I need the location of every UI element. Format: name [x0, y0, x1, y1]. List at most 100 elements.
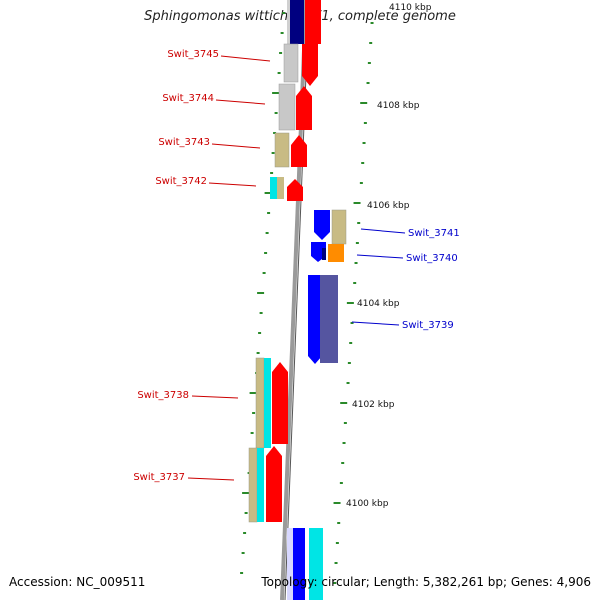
tick-mark — [359, 182, 363, 184]
leader-3743 — [211, 143, 261, 149]
cds-swit-3744 — [296, 86, 312, 130]
feature-lavender-bottom — [287, 528, 293, 600]
leader-3741 — [360, 228, 406, 234]
tick-mark — [280, 32, 284, 34]
tick-mark — [270, 172, 274, 174]
gene-label-3738: Swit_3738 — [137, 390, 189, 401]
scale-label-4104: 4104 kbp — [357, 299, 400, 309]
leader-3745 — [220, 55, 271, 62]
feature-orange-3740 — [328, 244, 344, 262]
tick-mark — [334, 562, 338, 564]
gene-label-3741: Swit_3741 — [408, 228, 460, 239]
tick-mark — [353, 202, 361, 204]
tick-mark — [353, 282, 357, 284]
cds-swit-3739 — [308, 275, 322, 364]
tick-mark — [347, 362, 351, 364]
leader-3740 — [356, 254, 404, 259]
feature-khaki-3737 — [248, 447, 258, 523]
tick-mark — [256, 352, 260, 354]
cds-swit-3742 — [287, 179, 303, 201]
gene-label-3745: Swit_3745 — [167, 49, 219, 60]
feature-slate-3739 — [320, 275, 338, 363]
tick-mark — [360, 102, 368, 104]
tick-mark — [362, 142, 366, 144]
tick-mark — [350, 322, 354, 324]
tick-mark — [339, 482, 343, 484]
cds-swit-3741 — [314, 210, 330, 240]
feature-khaki-3743 — [274, 132, 290, 168]
tick-mark — [349, 342, 353, 344]
tick-mark — [357, 222, 361, 224]
tick-mark — [271, 152, 275, 154]
tick-mark — [264, 192, 272, 194]
label-leaders — [187, 55, 406, 481]
tick-mark — [337, 522, 341, 524]
tick-mark — [265, 232, 269, 234]
tick-mark — [250, 432, 254, 434]
tick-mark — [370, 22, 374, 24]
tick-mark — [241, 552, 245, 554]
tick-mark — [274, 112, 278, 114]
leader-3738 — [191, 395, 239, 399]
tick-mark — [279, 52, 283, 54]
tick-mark — [259, 312, 263, 314]
tick-mark — [242, 492, 250, 494]
feature-cyan-3738 — [264, 358, 271, 448]
feature-navy-3740 — [322, 248, 326, 260]
tick-mark — [240, 572, 244, 574]
cds-swit-3743 — [291, 135, 307, 167]
tick-mark — [252, 412, 256, 414]
scale-label-4108: 4108 kbp — [377, 101, 420, 111]
tick-mark — [346, 302, 354, 304]
leader-3742 — [208, 182, 257, 187]
feature-khaki-3742 — [277, 177, 284, 199]
feature-cyan-bottom — [309, 528, 323, 600]
tick-mark — [249, 392, 257, 394]
tick-mark — [342, 442, 346, 444]
tick-mark — [244, 512, 248, 514]
tick-mark — [369, 42, 373, 44]
leader-3744 — [215, 99, 266, 105]
feature-red-top — [305, 0, 321, 44]
tick-mark — [273, 132, 277, 134]
tick-mark — [264, 252, 268, 254]
tick-mark — [363, 122, 367, 124]
tick-mark — [346, 382, 350, 384]
feature-cyan-3737 — [257, 448, 264, 522]
gene-labels: Swit_3745 Swit_3744 Swit_3743 Swit_3742 … — [133, 49, 459, 483]
tick-mark — [335, 542, 339, 544]
gene-label-3743: Swit_3743 — [158, 137, 210, 148]
scale-label-bg-4110 — [385, 0, 435, 12]
gene-label-3740: Swit_3740 — [406, 253, 458, 264]
gene-label-3742: Swit_3742 — [155, 176, 207, 187]
feature-gray-3745 — [283, 43, 299, 83]
tick-mark — [267, 212, 271, 214]
tick-mark — [282, 12, 286, 14]
scale-labels: 4110 kbp 4108 kbp 4106 kbp 4104 kbp 4102… — [346, 0, 435, 509]
feature-cyan-3742 — [270, 177, 277, 199]
cds-swit-3738 — [272, 362, 288, 444]
feature-lightgray-top — [287, 0, 290, 44]
tick-mark — [277, 72, 281, 74]
leader-3737 — [187, 477, 235, 481]
feature-gray-3744 — [278, 83, 296, 131]
scale-label-4100: 4100 kbp — [346, 499, 389, 509]
feature-khaki-3741 — [331, 209, 347, 245]
tick-mark — [262, 272, 266, 274]
tick-mark — [272, 92, 280, 94]
tick-mark — [243, 532, 247, 534]
scale-label-4106: 4106 kbp — [367, 201, 410, 211]
gene-label-3744: Swit_3744 — [162, 93, 214, 104]
feature-navy-top — [290, 0, 304, 44]
tick-mark — [258, 332, 262, 334]
tick-mark — [333, 502, 341, 504]
feature-blue-bottom — [293, 528, 305, 600]
tick-mark — [355, 242, 359, 244]
tick-mark — [257, 292, 265, 294]
tick-mark — [341, 462, 345, 464]
tick-mark — [354, 262, 358, 264]
genome-info-text: Topology: circular; Length: 5,382,261 bp… — [261, 575, 591, 589]
tick-mark — [340, 402, 348, 404]
tick-mark — [361, 162, 365, 164]
tick-mark — [366, 82, 370, 84]
